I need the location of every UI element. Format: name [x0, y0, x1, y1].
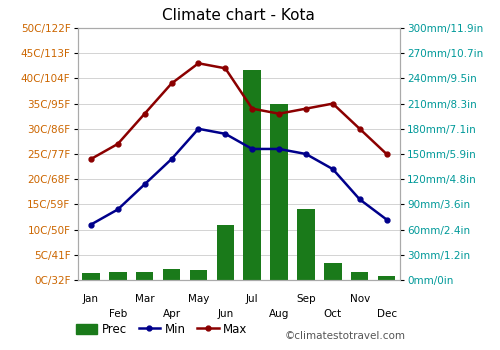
- Text: Jul: Jul: [246, 294, 258, 304]
- Bar: [163, 269, 180, 280]
- Title: Climate chart - Kota: Climate chart - Kota: [162, 8, 315, 23]
- Text: Mar: Mar: [135, 294, 154, 304]
- Bar: [244, 70, 261, 280]
- Text: May: May: [188, 294, 209, 304]
- Text: Dec: Dec: [376, 309, 396, 319]
- Text: Apr: Apr: [162, 309, 180, 319]
- Text: Jun: Jun: [217, 309, 234, 319]
- Text: Sep: Sep: [296, 294, 316, 304]
- Text: Aug: Aug: [269, 309, 289, 319]
- Text: Feb: Feb: [108, 309, 127, 319]
- Bar: [297, 209, 314, 280]
- Bar: [190, 270, 207, 280]
- Bar: [136, 272, 154, 280]
- Legend: Prec, Min, Max: Prec, Min, Max: [71, 318, 252, 341]
- Text: ©climatestotravel.com: ©climatestotravel.com: [285, 331, 406, 341]
- Bar: [216, 225, 234, 280]
- Text: Oct: Oct: [324, 309, 342, 319]
- Bar: [378, 276, 396, 280]
- Text: Jan: Jan: [83, 294, 99, 304]
- Bar: [270, 104, 288, 280]
- Bar: [351, 272, 368, 280]
- Bar: [324, 263, 342, 280]
- Bar: [109, 272, 126, 280]
- Bar: [82, 273, 100, 280]
- Text: Nov: Nov: [350, 294, 370, 304]
